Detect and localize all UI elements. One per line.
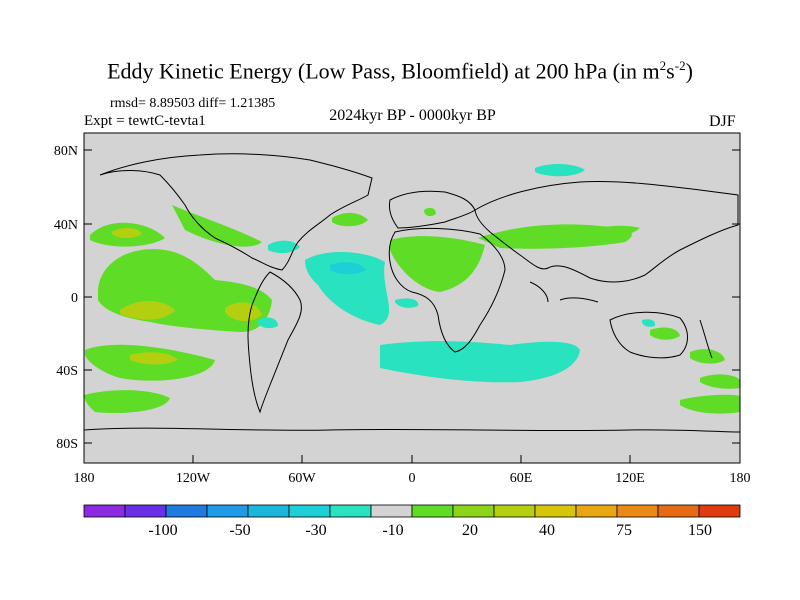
colorbar-box bbox=[575, 504, 618, 518]
colorbar-box bbox=[288, 504, 331, 518]
colorbar-box bbox=[206, 504, 249, 518]
lat-label-80n: 80N bbox=[54, 144, 78, 159]
colorbar-label-75: 75 bbox=[616, 522, 632, 539]
lon-label-60e: 60E bbox=[510, 471, 533, 486]
lat-label-40s: 40S bbox=[56, 364, 78, 379]
lon-label-0: 0 bbox=[409, 471, 416, 486]
colorbar-box bbox=[329, 504, 372, 518]
season-label: DJF bbox=[709, 113, 736, 130]
period-label: 2024kyr BP - 0000kyr BP bbox=[329, 107, 496, 124]
colorbar-box bbox=[124, 504, 167, 518]
colorbar-label-40: 40 bbox=[539, 522, 555, 539]
colorbar-label-neg30: -30 bbox=[305, 522, 326, 539]
colorbar-box bbox=[698, 504, 741, 518]
lon-label-180w: 180 bbox=[74, 471, 95, 486]
colorbar-box bbox=[657, 504, 700, 518]
lon-label-120e: 120E bbox=[615, 471, 645, 486]
colorbar-box bbox=[616, 504, 659, 518]
colorbar-box bbox=[165, 504, 208, 518]
title-sup-2: -2 bbox=[674, 58, 686, 73]
colorbar bbox=[83, 504, 741, 518]
map-frame bbox=[83, 132, 741, 464]
lat-label-80s: 80S bbox=[56, 437, 78, 452]
title-text: Eddy Kinetic Energy (Low Pass, Bloomfiel… bbox=[107, 58, 660, 84]
negative-anomaly-areas bbox=[258, 164, 656, 383]
colorbar-box bbox=[247, 504, 290, 518]
colorbar-label-neg10: -10 bbox=[382, 522, 403, 539]
colorbar-box bbox=[83, 504, 126, 518]
lon-label-60w: 60W bbox=[288, 471, 316, 486]
lat-label-0: 0 bbox=[71, 291, 78, 306]
stats-text: rmsd= 8.89503 diff= 1.21385 bbox=[110, 96, 276, 111]
colorbar-box bbox=[534, 504, 577, 518]
colorbar-label-neg50: -50 bbox=[229, 522, 250, 539]
title-text-end: ) bbox=[685, 58, 693, 84]
colorbar-box bbox=[493, 504, 536, 518]
chart-title: Eddy Kinetic Energy (Low Pass, Bloomfiel… bbox=[0, 58, 800, 84]
colorbar-box bbox=[370, 504, 413, 518]
colorbar-label-150: 150 bbox=[688, 522, 712, 539]
colorbar-box bbox=[411, 504, 454, 518]
lon-label-180e: 180 bbox=[730, 471, 751, 486]
colorbar-box bbox=[452, 504, 495, 518]
colorbar-label-neg100: -100 bbox=[148, 522, 177, 539]
lat-label-40n: 40N bbox=[54, 218, 78, 233]
lon-label-120w: 120W bbox=[176, 471, 211, 486]
experiment-label: Expt = tewtC-tevta1 bbox=[84, 113, 206, 129]
negative-core-areas bbox=[330, 262, 366, 275]
title-text-mid: s bbox=[666, 58, 675, 84]
positive-core-areas bbox=[112, 228, 262, 365]
coastlines bbox=[83, 153, 741, 433]
colorbar-label-20: 20 bbox=[462, 522, 478, 539]
lat-ticks bbox=[84, 149, 740, 444]
title-sup-1: 2 bbox=[659, 58, 667, 73]
